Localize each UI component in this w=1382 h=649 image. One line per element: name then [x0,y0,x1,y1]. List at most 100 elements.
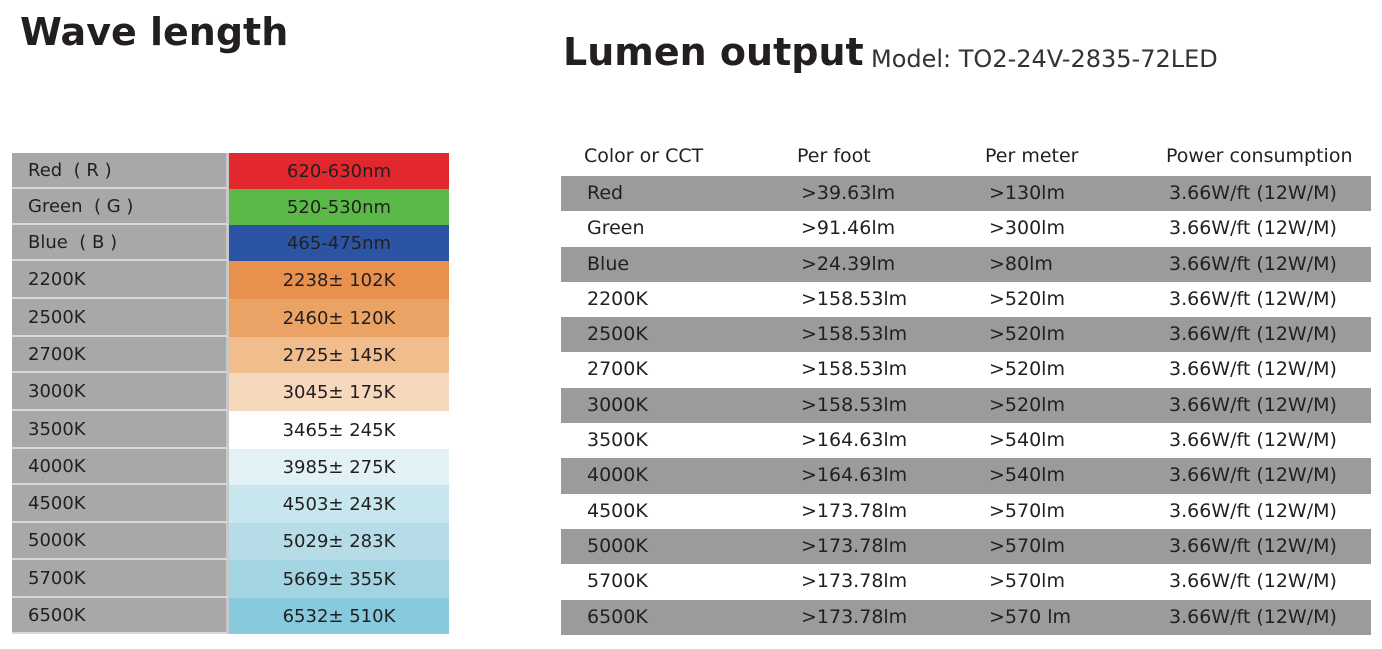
wave-value-swatch: 5029± 283K [229,523,449,560]
wave-color-name: 5000K [12,523,229,560]
wave-row: 3000K 3045± 175K [12,373,452,411]
wave-length-table: Red ( R ) 620-630nm Green ( G ) 520-530nm Bl… [12,153,452,634]
header-per-meter: Per meter [985,145,1079,167]
lumen-row: 5000K >173.78lm >570lm 3.66W/ft (12W/M) [561,528,1371,565]
wave-color-name: Red ( R ) [12,153,229,189]
wave-row: Green ( G ) 520-530nm [12,189,452,225]
wave-color-name: Blue ( B ) [12,225,229,261]
wave-color-name: 4000K [12,449,229,485]
lumen-color-cell: Red [587,182,624,204]
wave-row: Red ( R ) 620-630nm [12,153,452,189]
lumen-power-cell: 3.66W/ft (12W/M) [1169,570,1337,593]
lumen-row: 5700K >173.78lm >570lm 3.66W/ft (12W/M) [561,564,1371,599]
wave-row: 2500K 2460± 120K [12,299,452,337]
lumen-row: 3500K >164.63lm >540lm 3.66W/ft (12W/M) [561,423,1371,458]
lumen-output-table: Red >39.63lm >130lm 3.66W/ft (12W/M) Green >9… [561,176,1371,635]
lumen-row: Green >91.46lm >300lm 3.66W/ft (12W/M) [561,211,1371,246]
wave-color-name: 2200K [12,261,229,299]
wave-row: 5700K 5669± 355K [12,560,452,598]
lumen-per-meter-cell: >300lm [989,217,1065,240]
lumen-color-cell: 2500K [587,323,648,346]
lumen-per-meter-cell: >520lm [989,287,1065,310]
lumen-row: 2500K >158.53lm >520lm 3.66W/ft (12W/M) [561,317,1371,353]
wave-row: Blue ( B ) 465-475nm [12,225,452,261]
lumen-power-cell: 3.66W/ft (12W/M) [1169,393,1337,416]
lumen-per-foot-cell: >158.53lm [801,287,908,310]
wave-row: 2700K 2725± 145K [12,337,452,373]
lumen-color-cell: 6500K [587,605,648,628]
lumen-power-cell: 3.66W/ft (12W/M) [1169,534,1337,557]
wave-value-swatch: 5669± 355K [229,560,449,598]
wave-value-swatch: 3045± 175K [229,373,449,411]
lumen-power-cell: 3.66W/ft (12W/M) [1169,323,1337,346]
wave-color-name: Green ( G ) [12,189,229,225]
lumen-per-foot-cell: >39.63lm [801,182,896,204]
lumen-per-foot-cell: >164.63lm [801,464,908,487]
lumen-per-meter-cell: >130lm [989,182,1065,204]
lumen-power-cell: 3.66W/ft (12W/M) [1169,217,1337,240]
wave-value-swatch: 3465± 245K [229,411,449,449]
wave-length-title: Wave length [20,10,289,54]
lumen-output-title: Lumen output [563,30,864,74]
wave-value-swatch: 2460± 120K [229,299,449,337]
lumen-per-foot-cell: >158.53lm [801,393,908,416]
lumen-table-header: Color or CCT Per foot Per meter Power co… [561,145,1371,175]
wave-color-name: 6500K [12,598,229,634]
header-per-foot: Per foot [797,145,871,167]
lumen-per-meter-cell: >570 lm [989,605,1072,628]
wave-row: 4000K 3985± 275K [12,449,452,485]
lumen-color-cell: Green [587,217,645,240]
wave-value-swatch: 6532± 510K [229,598,449,634]
wave-color-name: 4500K [12,485,229,523]
lumen-color-cell: 4000K [587,464,648,487]
lumen-per-foot-cell: >173.78lm [801,570,908,593]
lumen-per-meter-cell: >570lm [989,499,1065,522]
lumen-row: 3000K >158.53lm >520lm 3.66W/ft (12W/M) [561,387,1371,424]
lumen-per-foot-cell: >24.39lm [801,252,896,275]
lumen-per-foot-cell: >173.78lm [801,605,908,628]
wave-value-swatch: 620-630nm [229,153,449,189]
header-color-cct: Color or CCT [584,145,704,167]
lumen-power-cell: 3.66W/ft (12W/M) [1169,287,1337,310]
lumen-per-foot-cell: >173.78lm [801,534,908,557]
model-label: Model: TO2-24V-2835-72LED [871,45,1218,73]
wave-value-swatch: 520-530nm [229,189,449,225]
lumen-row: Blue >24.39lm >80lm 3.66W/ft (12W/M) [561,246,1371,282]
wave-row: 5000K 5029± 283K [12,523,452,560]
wave-color-name: 2700K [12,337,229,373]
lumen-power-cell: 3.66W/ft (12W/M) [1169,252,1337,275]
wave-value-swatch: 2238± 102K [229,261,449,299]
wave-row: 4500K 4503± 243K [12,485,452,523]
lumen-row: 4500K >173.78lm >570lm 3.66W/ft (12W/M) [561,494,1371,529]
wave-value-swatch: 465-475nm [229,225,449,261]
lumen-power-cell: 3.66W/ft (12W/M) [1169,605,1337,628]
wave-row: 6500K 6532± 510K [12,598,452,634]
lumen-power-cell: 3.66W/ft (12W/M) [1169,499,1337,522]
lumen-per-foot-cell: >173.78lm [801,499,908,522]
lumen-color-cell: 3000K [587,393,648,416]
lumen-row: 4000K >164.63lm >540lm 3.66W/ft (12W/M) [561,458,1371,494]
lumen-per-foot-cell: >91.46lm [801,217,896,240]
lumen-color-cell: 2200K [587,287,648,310]
lumen-per-meter-cell: >570lm [989,570,1065,593]
wave-value-swatch: 4503± 243K [229,485,449,523]
header-power-consumption: Power consumption [1166,145,1353,167]
lumen-per-meter-cell: >520lm [989,393,1065,416]
lumen-power-cell: 3.66W/ft (12W/M) [1169,358,1337,381]
lumen-per-foot-cell: >158.53lm [801,358,908,381]
lumen-power-cell: 3.66W/ft (12W/M) [1169,464,1337,487]
lumen-per-foot-cell: >158.53lm [801,323,908,346]
lumen-per-meter-cell: >540lm [989,429,1065,452]
wave-color-name: 2500K [12,299,229,337]
lumen-per-meter-cell: >520lm [989,323,1065,346]
lumen-per-meter-cell: >570lm [989,534,1065,557]
lumen-row: Red >39.63lm >130lm 3.66W/ft (12W/M) [561,176,1371,212]
lumen-row: 2200K >158.53lm >520lm 3.66W/ft (12W/M) [561,282,1371,317]
lumen-power-cell: 3.66W/ft (12W/M) [1169,182,1337,204]
lumen-per-meter-cell: >540lm [989,464,1065,487]
lumen-color-cell: 2700K [587,358,648,381]
lumen-per-foot-cell: >164.63lm [801,429,908,452]
lumen-color-cell: 4500K [587,499,648,522]
lumen-color-cell: 3500K [587,429,648,452]
wave-value-swatch: 2725± 145K [229,337,449,373]
